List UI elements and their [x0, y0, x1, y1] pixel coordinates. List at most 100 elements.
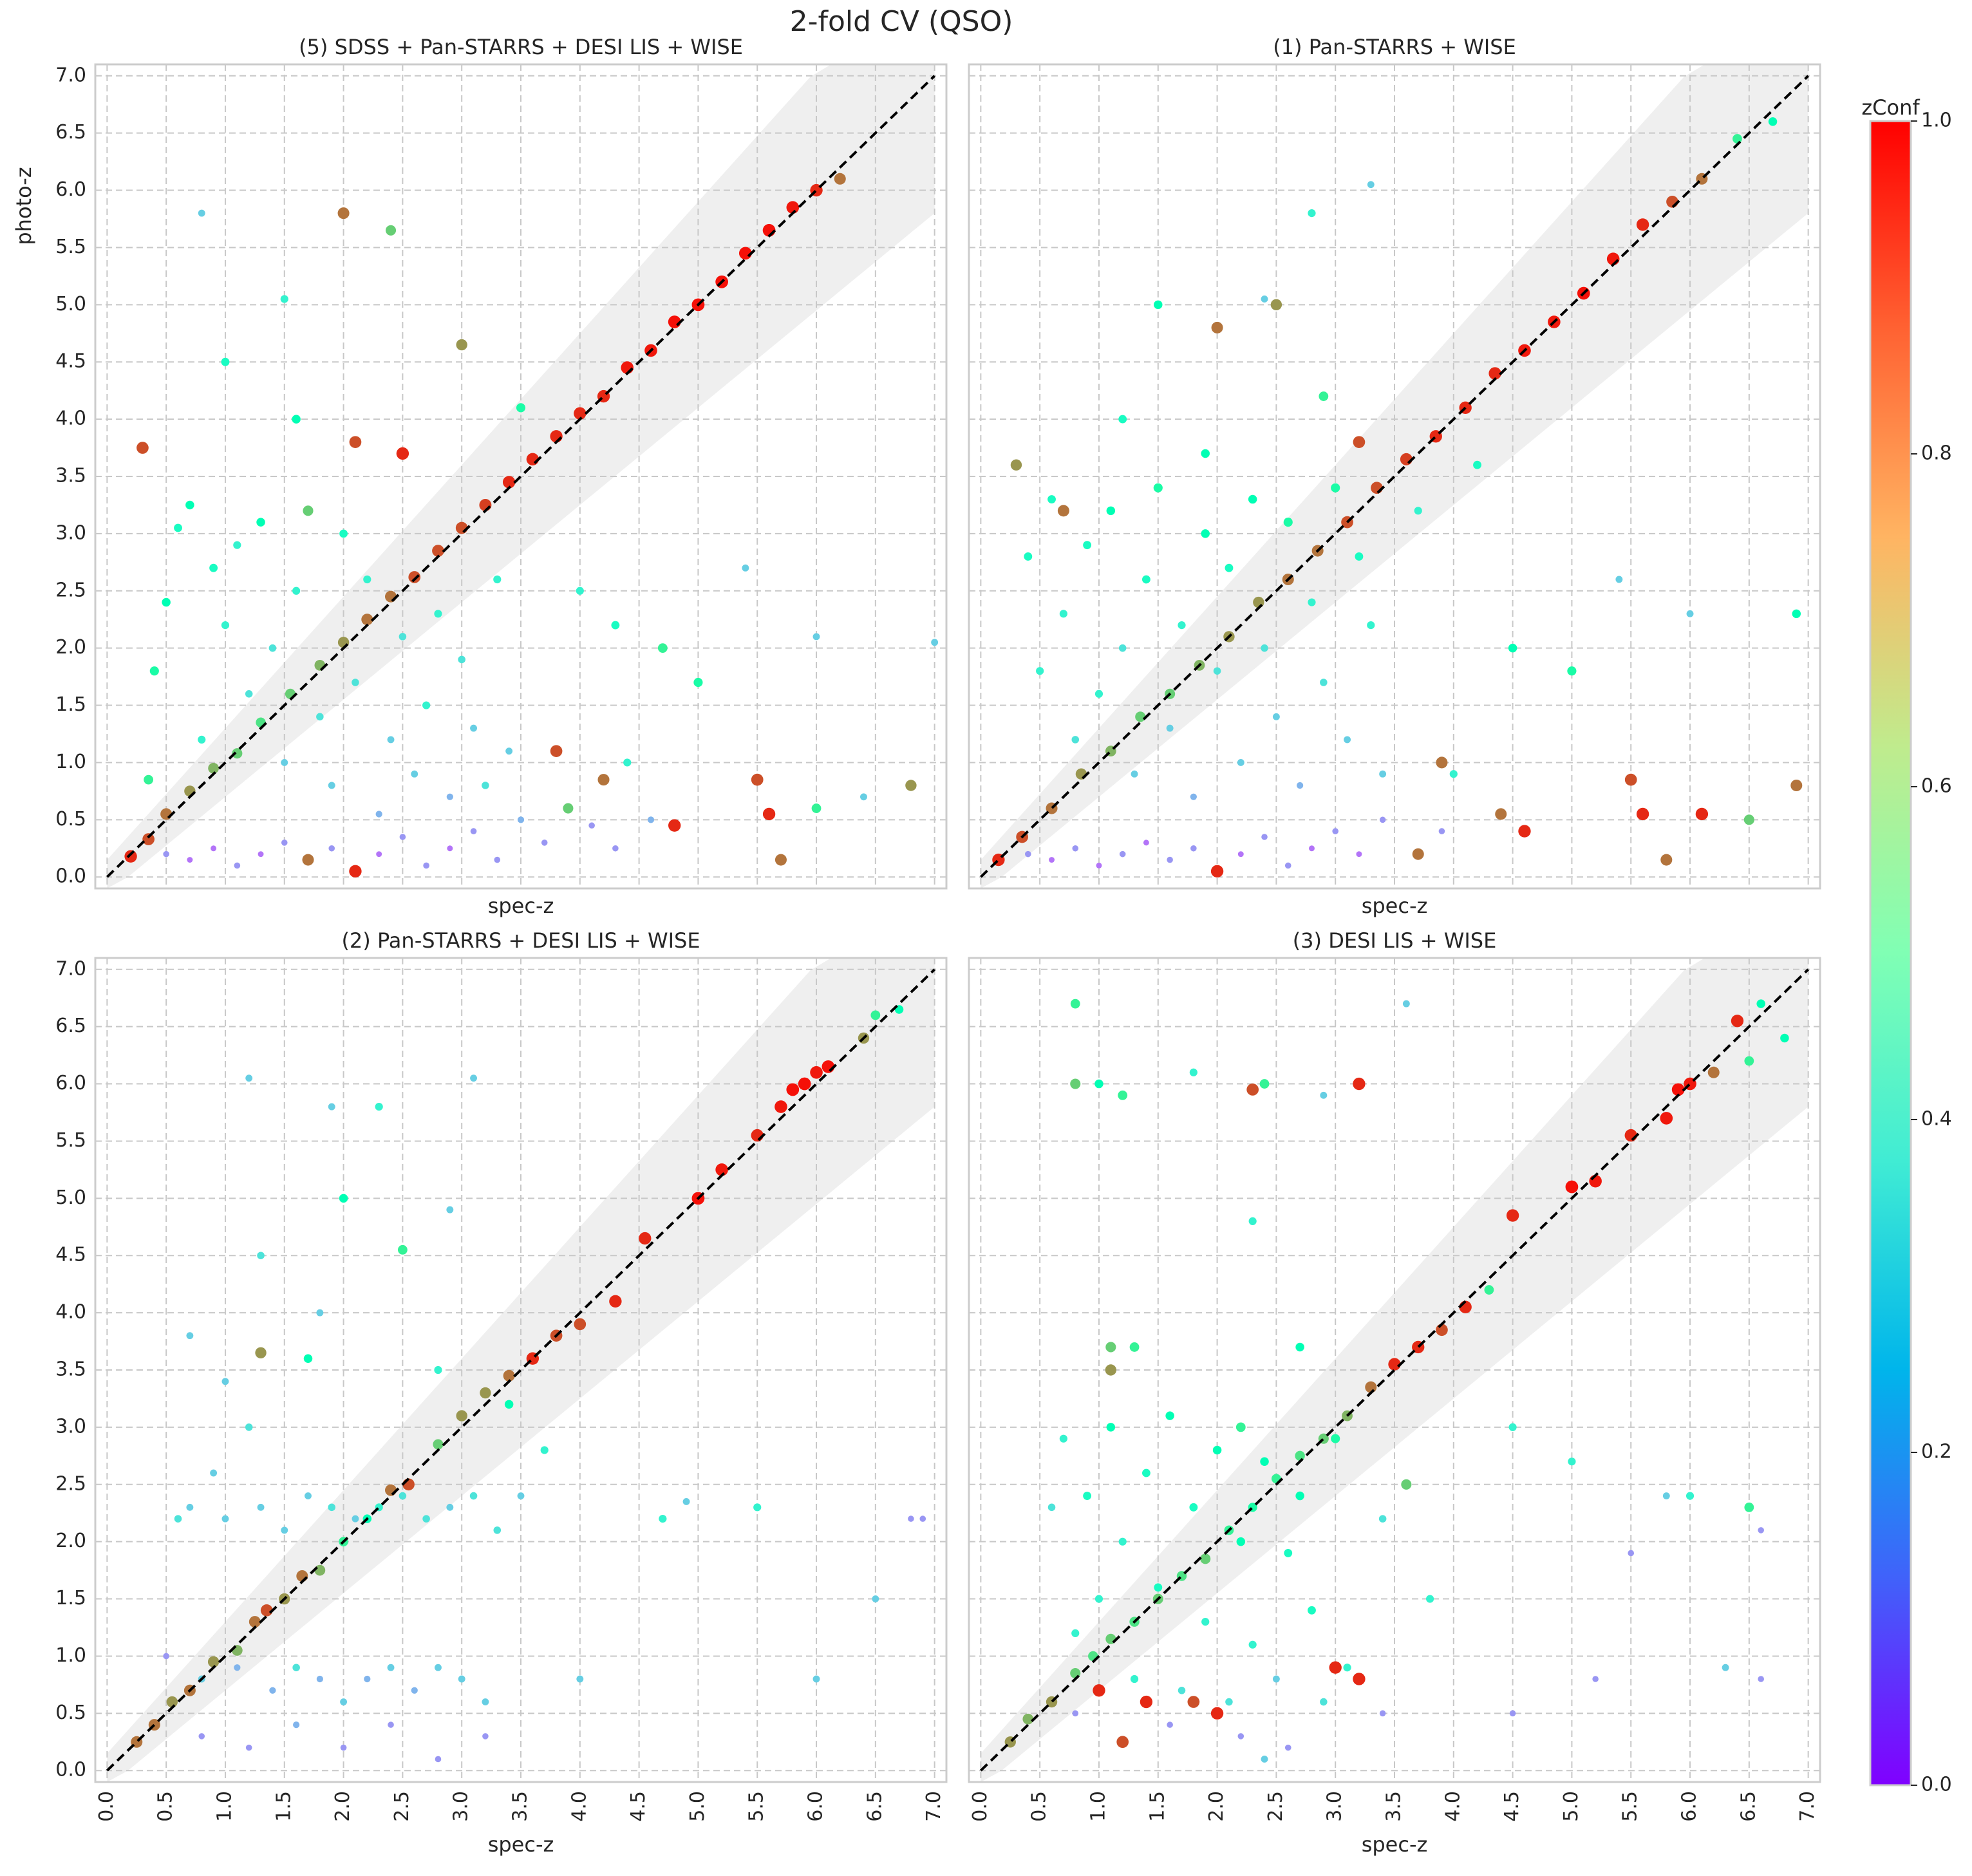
data-point	[328, 845, 335, 852]
data-point	[1093, 1684, 1105, 1697]
data-point	[124, 850, 137, 863]
data-point	[1355, 552, 1364, 561]
data-point	[775, 1100, 787, 1113]
data-point	[1154, 1583, 1163, 1592]
y-tick-label: 4.5	[55, 350, 86, 373]
data-point	[517, 1492, 525, 1500]
data-point	[1237, 758, 1244, 766]
data-point	[762, 807, 776, 821]
data-point	[574, 407, 587, 420]
data-point	[1506, 1209, 1519, 1222]
y-tick-label: 3.0	[55, 1415, 86, 1438]
x-tick-label: 4.5	[627, 1791, 650, 1822]
data-point	[1072, 1710, 1079, 1717]
data-point	[1662, 1492, 1670, 1500]
data-point	[494, 856, 501, 863]
data-point	[1261, 644, 1268, 652]
data-point	[385, 225, 397, 236]
data-point	[502, 476, 516, 489]
data-point	[469, 1492, 478, 1500]
data-point	[1615, 576, 1623, 583]
colorbar-tick-label: 0.2	[1921, 1441, 1952, 1463]
data-point	[668, 819, 681, 832]
data-point	[1187, 1696, 1200, 1708]
data-point	[574, 1318, 587, 1331]
x-tick-label: 6.0	[805, 1791, 827, 1822]
data-point	[1094, 1079, 1103, 1089]
data-point	[1201, 449, 1210, 458]
data-point	[349, 865, 362, 878]
data-point	[1272, 1675, 1280, 1683]
data-point	[503, 1369, 515, 1382]
data-point	[775, 854, 787, 866]
data-point	[1129, 1342, 1140, 1352]
data-point	[1141, 575, 1150, 584]
data-point	[1401, 1479, 1412, 1490]
data-point	[1295, 1491, 1304, 1501]
y-tick-label: 5.5	[55, 1129, 86, 1152]
data-point	[1059, 1434, 1067, 1443]
data-point	[1436, 756, 1448, 769]
data-point	[504, 1400, 514, 1409]
data-point	[1353, 436, 1366, 449]
data-point	[1153, 483, 1163, 492]
data-point	[1237, 851, 1244, 858]
data-point	[1686, 1492, 1695, 1500]
data-point	[1344, 736, 1351, 744]
data-point	[387, 736, 395, 744]
data-point	[834, 173, 846, 185]
data-point	[1105, 1342, 1116, 1353]
data-point	[1190, 845, 1197, 852]
data-point	[303, 505, 314, 516]
data-point	[611, 621, 620, 630]
panel-4: 0.0 0.5 1.0 1.5 2.0 2.5 3.0 3.5 4.0 4.5 5.0 5.5 6.0 6…	[968, 928, 1821, 1857]
data-point	[1057, 505, 1069, 517]
colorbar-tick-label: 0.0	[1921, 1774, 1952, 1796]
data-point	[1143, 840, 1149, 846]
y-tick-label: 1.5	[55, 693, 86, 716]
data-point	[1135, 711, 1146, 722]
data-point	[352, 1515, 359, 1523]
data-point	[1106, 506, 1116, 516]
data-point	[280, 295, 288, 303]
data-point	[786, 1083, 800, 1096]
data-point	[256, 518, 265, 527]
x-tick-label: 3.5	[1383, 1791, 1405, 1822]
data-point	[1178, 621, 1186, 630]
data-point	[1756, 999, 1765, 1008]
data-point	[210, 1469, 218, 1477]
y-tick-label: 3.5	[55, 1358, 86, 1381]
data-point	[328, 782, 335, 789]
data-point	[1295, 1450, 1305, 1461]
data-point	[1283, 518, 1293, 527]
data-point	[1488, 367, 1501, 380]
data-point	[1388, 1358, 1401, 1371]
data-point	[1484, 1285, 1494, 1295]
data-point	[1343, 1664, 1351, 1672]
data-point	[1225, 563, 1234, 572]
axes-frame	[968, 63, 1821, 890]
x-tick-label: 3.0	[450, 1791, 473, 1822]
data-point	[1731, 1015, 1744, 1027]
data-point	[1509, 1710, 1516, 1717]
data-point	[281, 1526, 288, 1534]
data-point	[257, 1252, 265, 1259]
data-point	[363, 575, 371, 584]
data-point	[1059, 610, 1067, 618]
data-point	[1636, 218, 1649, 231]
data-point	[1780, 1033, 1789, 1043]
data-point	[1353, 1077, 1366, 1091]
data-point	[339, 529, 348, 538]
data-point	[142, 833, 155, 845]
data-point	[186, 1332, 194, 1340]
x-tick-label: 0.5	[155, 1791, 177, 1822]
data-point	[268, 644, 277, 652]
x-tick-label: 0.0	[95, 1791, 118, 1822]
data-point	[221, 1378, 229, 1385]
data-point	[221, 357, 230, 366]
data-point	[1010, 459, 1022, 471]
data-point	[1508, 1423, 1517, 1431]
data-point	[1660, 854, 1673, 866]
identity-line	[979, 968, 1810, 1772]
